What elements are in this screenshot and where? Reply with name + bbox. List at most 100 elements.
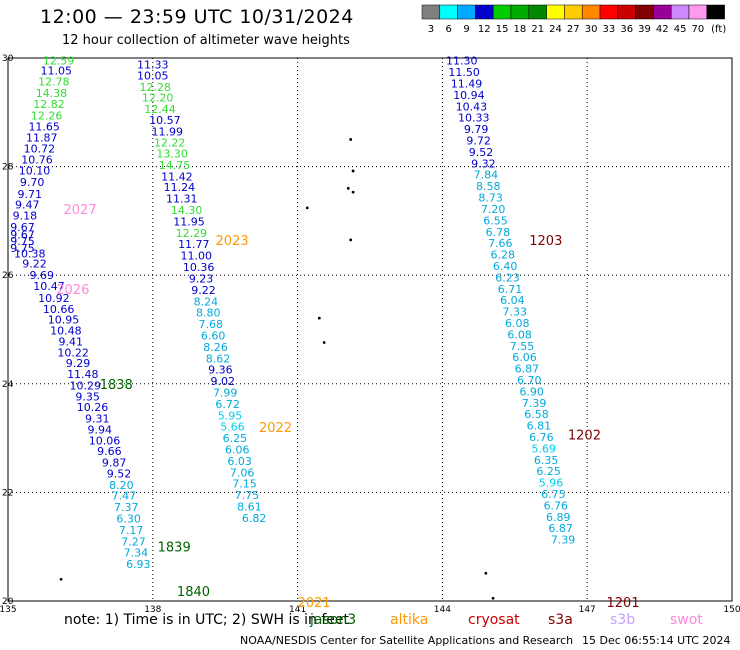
colorbar-label: (ft) <box>711 24 726 35</box>
swh-value: 9.32 <box>471 157 496 170</box>
timestamp-text: 15 Dec 06:55:14 UTC 2024 <box>582 634 731 647</box>
swh-value: 11.99 <box>152 125 184 138</box>
pass-label: 1840 <box>177 585 210 600</box>
swh-value: 12.29 <box>176 227 208 240</box>
swh-value: 7.68 <box>198 318 223 331</box>
swh-value: 6.28 <box>490 249 515 262</box>
swh-value: 6.60 <box>201 329 226 342</box>
colorbar-label: 36 <box>620 24 633 35</box>
swh-value: 10.22 <box>57 346 89 359</box>
swh-value: 11.30 <box>446 55 478 68</box>
swh-value: 14.75 <box>159 159 191 172</box>
swh-value: 5.95 <box>218 409 243 422</box>
swh-value: 9.67 <box>10 228 35 241</box>
island-mark <box>351 190 355 194</box>
swh-value: 5.69 <box>532 442 557 455</box>
swh-value: 9.75 <box>10 235 35 248</box>
swh-value: 6.78 <box>486 226 511 239</box>
swh-value: 10.36 <box>183 261 215 274</box>
y-tick-label: 20 <box>2 597 14 607</box>
pass-label: 1839 <box>158 541 191 556</box>
swh-value: 10.33 <box>458 112 490 125</box>
colorbar: 3 6 9 12 15 18 21 24 27 30 33 36 39 42 45 70 (ft) <box>421 4 726 35</box>
swh-value: 12.82 <box>33 98 65 111</box>
swh-value: 6.06 <box>225 444 250 457</box>
swh-value: 10.72 <box>24 143 56 156</box>
swh-value: 11.48 <box>67 368 99 381</box>
x-tick-label: 147 <box>579 605 596 615</box>
island-mark <box>484 571 488 575</box>
swh-value: 10.76 <box>21 154 53 167</box>
swh-value: 6.25 <box>536 465 561 478</box>
swh-value: 6.55 <box>483 214 508 227</box>
swh-value: 9.22 <box>22 257 47 270</box>
swh-value: 6.35 <box>534 454 559 467</box>
swh-value: 9.29 <box>66 357 91 370</box>
pass-label: 1201 <box>607 596 640 611</box>
swh-value: 6.30 <box>116 512 141 525</box>
swh-value: 11.42 <box>161 170 193 183</box>
colorbar-label: 70 <box>692 24 705 35</box>
swh-value: 9.75 <box>10 242 35 255</box>
colorbar-label: 33 <box>603 24 616 35</box>
swh-value: 6.06 <box>512 351 537 364</box>
swh-value: 13.30 <box>156 148 188 161</box>
swh-value: 6.70 <box>517 374 542 387</box>
colorbar-swatch <box>706 4 725 20</box>
pass-label: 1838 <box>100 378 133 393</box>
swh-value: 8.73 <box>478 192 503 205</box>
colorbar-label: 6 <box>446 24 452 35</box>
swh-value: 11.87 <box>26 131 58 144</box>
island-mark <box>59 577 63 581</box>
swh-value: 12.44 <box>144 103 176 116</box>
swh-value: 7.39 <box>522 397 547 410</box>
colorbar-label: 9 <box>463 24 469 35</box>
x-tick-label: 138 <box>144 605 161 615</box>
swh-value: 10.57 <box>149 114 181 127</box>
y-tick-label: 30 <box>2 54 14 64</box>
swh-value: 14.38 <box>36 87 68 100</box>
swh-value: 9.87 <box>102 457 127 470</box>
swh-value: 14.30 <box>171 204 203 217</box>
swh-value: 8.20 <box>109 479 134 492</box>
chart-subtitle: 12 hour collection of altimeter wave hei… <box>62 33 350 48</box>
swh-value: 7.55 <box>510 340 535 353</box>
chart-title: 12:00 — 23:59 UTC 10/31/2024 <box>40 6 354 28</box>
swh-value: 9.67 <box>10 221 35 234</box>
x-tick-label: 135 <box>0 605 17 615</box>
pass-label: 1203 <box>529 234 562 249</box>
swh-value: 6.04 <box>500 294 525 307</box>
swh-value: 9.66 <box>97 445 122 458</box>
x-tick-label: 150 <box>723 605 740 615</box>
island-mark <box>349 138 353 141</box>
swh-value: 6.03 <box>227 455 252 468</box>
island-mark <box>317 316 321 320</box>
colorbar-label: 45 <box>674 24 687 35</box>
colorbar-label: 24 <box>549 24 562 35</box>
colorbar-label: 3 <box>428 24 434 35</box>
swh-value: 7.34 <box>124 547 149 560</box>
y-tick-label: 26 <box>2 271 14 281</box>
pass-label: 2023 <box>216 234 249 249</box>
swh-value: 7.17 <box>119 524 144 537</box>
pass-label: 1202 <box>568 428 601 443</box>
legend-jason3: jason3 <box>310 612 357 628</box>
swh-value: 9.47 <box>15 199 40 212</box>
swh-value: 12.78 <box>38 75 70 88</box>
swh-value: 9.41 <box>58 335 83 348</box>
plot-frame <box>7 57 733 602</box>
legend-cryosat: cryosat <box>468 612 520 628</box>
swh-value: 7.20 <box>481 203 506 216</box>
swh-value: 6.76 <box>544 499 569 512</box>
pass-label: 2027 <box>64 203 97 218</box>
colorbar-label: 18 <box>514 24 527 35</box>
swh-value: 10.10 <box>19 164 51 177</box>
swh-value: 10.95 <box>48 314 80 327</box>
colorbar-label: 15 <box>496 24 509 35</box>
swh-value: 9.72 <box>466 135 491 148</box>
swh-value: 5.96 <box>539 477 564 490</box>
swh-value: 8.80 <box>196 307 221 320</box>
x-tick-label: 141 <box>289 605 306 615</box>
island-mark <box>351 169 355 173</box>
swh-value: 9.23 <box>189 272 214 285</box>
